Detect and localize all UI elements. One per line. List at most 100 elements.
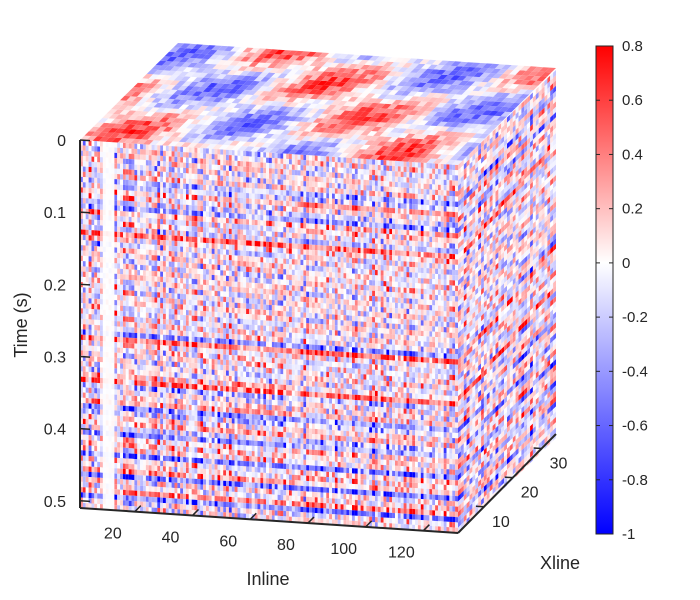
- front-face-cell: [171, 224, 175, 231]
- front-face-cell: [217, 243, 221, 250]
- front-face-cell: [91, 466, 95, 473]
- front-face-cell: [200, 284, 204, 291]
- front-face-cell: [211, 474, 215, 481]
- front-face-cell: [105, 315, 109, 321]
- front-face-cell: [120, 379, 123, 385]
- front-face-cell: [231, 271, 235, 277]
- front-face-cell: [154, 434, 158, 440]
- front-face-cell: [91, 387, 95, 394]
- front-face-cell: [191, 447, 195, 453]
- front-face-cell: [277, 500, 281, 506]
- front-face-cell: [217, 259, 221, 265]
- front-face-cell: [197, 358, 201, 364]
- front-face-cell: [217, 433, 221, 439]
- front-face-cell: [82, 481, 86, 488]
- front-face-cell: [249, 156, 252, 162]
- front-face-cell: [277, 237, 281, 243]
- front-face-cell: [269, 499, 272, 505]
- front-face-cell: [180, 493, 184, 499]
- front-face-cell: [186, 494, 189, 500]
- front-face-cell: [271, 205, 275, 211]
- front-face-cell: [88, 161, 92, 167]
- front-face-cell: [100, 146, 103, 152]
- front-face-cell: [91, 456, 95, 462]
- front-face-cell: [145, 428, 149, 434]
- front-face-cell: [226, 197, 229, 203]
- front-face-cell: [208, 427, 212, 433]
- front-face-cell: [125, 479, 129, 485]
- front-face-cell: [125, 311, 129, 317]
- front-face-cell: [102, 372, 106, 379]
- front-face-cell: [88, 450, 92, 457]
- front-face-cell: [243, 187, 247, 193]
- front-face-cell: [231, 376, 235, 382]
- front-face-cell: [91, 224, 95, 231]
- front-face-cell: [105, 446, 109, 453]
- front-face-cell: [180, 309, 184, 315]
- front-face-cell: [168, 324, 172, 331]
- front-face-cell: [117, 284, 121, 290]
- front-face-cell: [131, 448, 135, 454]
- front-face-cell: [254, 319, 258, 326]
- front-face-cell: [151, 428, 155, 435]
- front-face-cell: [100, 330, 103, 336]
- front-face-cell: [251, 235, 255, 241]
- front-face-cell: [223, 202, 226, 208]
- front-face-cell: [246, 182, 249, 188]
- front-face-cell: [168, 508, 172, 515]
- front-face-cell: [208, 211, 212, 218]
- front-face-cell: [254, 214, 258, 221]
- front-face-cell: [171, 487, 175, 494]
- front-face-cell: [88, 335, 92, 341]
- front-face-cell: [214, 275, 218, 281]
- front-face-cell: [269, 446, 272, 453]
- front-face-cell: [125, 353, 129, 359]
- front-face-cell: [208, 159, 212, 165]
- front-face-cell: [171, 251, 175, 257]
- front-face-cell: [180, 172, 184, 179]
- front-face-cell: [145, 260, 149, 266]
- front-face-cell: [234, 292, 238, 298]
- front-face-cell: [197, 200, 201, 206]
- front-face-cell: [243, 240, 247, 246]
- front-face-cell: [277, 394, 281, 401]
- front-face-cell: [234, 376, 238, 382]
- front-face-cell: [228, 454, 232, 461]
- front-face-cell: [163, 382, 166, 388]
- front-face-cell: [243, 455, 247, 462]
- front-face-cell: [94, 209, 98, 215]
- front-face-cell: [177, 209, 181, 215]
- front-face-cell: [88, 350, 92, 357]
- front-face-cell: [197, 174, 201, 180]
- front-face-cell: [171, 403, 175, 410]
- front-face-cell: [257, 167, 261, 173]
- front-face-cell: [120, 505, 123, 511]
- front-face-cell: [163, 508, 166, 514]
- front-face-cell: [283, 263, 287, 270]
- front-face-cell: [123, 453, 126, 459]
- front-face-cell: [100, 420, 103, 426]
- front-face-cell: [283, 216, 287, 222]
- front-face-cell: [105, 404, 109, 410]
- front-face-cell: [186, 210, 189, 216]
- front-face-cell: [263, 294, 267, 300]
- front-face-cell: [194, 179, 198, 185]
- front-face-cell: [277, 468, 281, 474]
- front-face-cell: [274, 158, 278, 164]
- front-face-cell: [85, 503, 89, 509]
- front-face-cell: [228, 475, 232, 482]
- front-face-cell: [257, 157, 261, 163]
- front-face-cell: [180, 209, 184, 216]
- front-face-cell: [274, 510, 278, 516]
- front-face-cell: [228, 207, 232, 214]
- front-face-cell: [188, 399, 192, 405]
- front-face-cell: [91, 156, 95, 162]
- front-face-cell: [140, 454, 143, 460]
- front-face-cell: [177, 293, 181, 300]
- front-face-cell: [194, 473, 198, 479]
- front-face-cell: [105, 168, 109, 174]
- front-face-cell: [226, 165, 229, 171]
- front-face-cell: [231, 349, 235, 356]
- front-face-cell: [177, 225, 181, 231]
- front-face-cell: [231, 407, 235, 414]
